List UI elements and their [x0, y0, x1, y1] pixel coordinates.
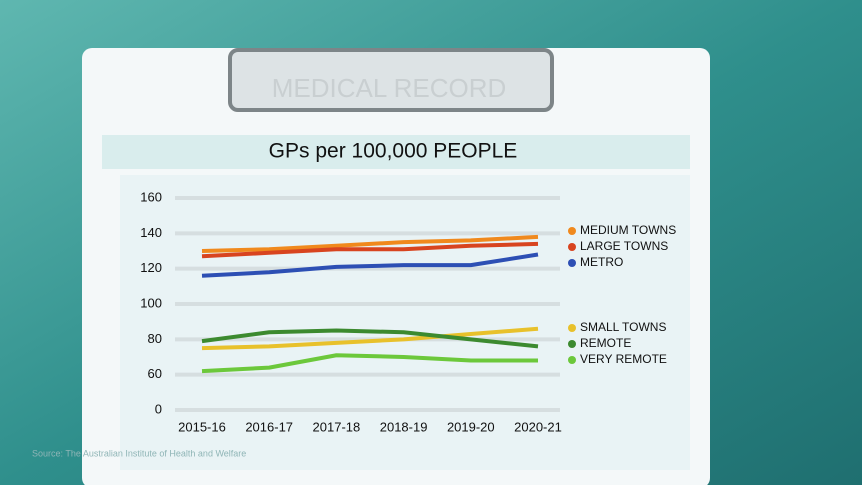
clip [228, 48, 554, 112]
y-tick-label: 0 [155, 401, 162, 416]
y-tick-label: 100 [140, 295, 162, 310]
legend-label: SMALL TOWNS [580, 320, 666, 334]
legend-marker [568, 259, 576, 267]
x-tick-label: 2017-18 [313, 419, 361, 434]
legend-marker [568, 227, 576, 235]
y-tick-label: 60 [148, 366, 162, 381]
x-tick-label: 2019-20 [447, 419, 495, 434]
series-line [201, 252, 539, 278]
chart-title: GPs per 100,000 PEOPLE [269, 140, 518, 163]
series-line [201, 328, 539, 349]
legend-label: MEDIUM TOWNS [580, 223, 676, 237]
y-tick-label: 140 [140, 225, 162, 240]
legend-marker [568, 243, 576, 251]
title-band [102, 135, 690, 169]
legend-marker [568, 340, 576, 348]
legend-label: VERY REMOTE [580, 352, 667, 366]
plot-area [120, 175, 690, 470]
x-tick-label: 2020-21 [514, 419, 562, 434]
legend-label: METRO [580, 255, 623, 269]
series-line [201, 241, 539, 259]
x-tick-label: 2015-16 [178, 419, 226, 434]
legend-marker [568, 324, 576, 332]
plot: 0 60 80 100 120 140 160 2015-16 2016-17 2017-18 20… [140, 189, 676, 434]
y-tick-label: 160 [140, 189, 162, 204]
legend-marker [568, 356, 576, 364]
series-line [201, 326, 539, 351]
y-tick-label: 80 [148, 331, 162, 346]
x-tick-label: 2016-17 [245, 419, 293, 434]
series-line [201, 234, 539, 253]
header-text: MEDICAL RECORD [272, 73, 507, 103]
legend-label: LARGE TOWNS [580, 239, 668, 253]
legend-label: REMOTE [580, 336, 631, 350]
y-tick-label: 120 [140, 260, 162, 275]
series-line [201, 353, 538, 374]
source: Source: The Australian Institute of Heal… [32, 448, 246, 458]
x-tick-label: 2018-19 [380, 419, 428, 434]
